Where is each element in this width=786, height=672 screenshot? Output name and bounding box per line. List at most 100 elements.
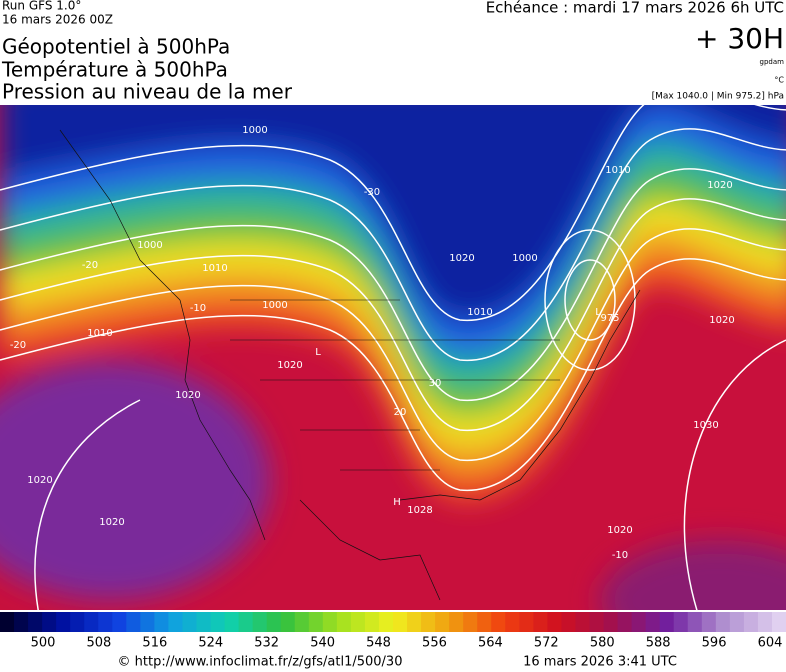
colorbar-swatch [757,612,773,632]
colorbar-tick-label: 556 [422,636,447,651]
contour [0,128,786,361]
map-label: 1020 [99,517,124,528]
map-label: 1020 [449,253,474,264]
colorbar-swatch [631,612,647,632]
colorbar-swatch [196,612,212,632]
coast [179,299,266,541]
colorbar-swatch [463,612,478,632]
colorbar-swatch [294,612,310,632]
colorbar-swatch [56,612,71,632]
colorbar-swatch [491,612,506,632]
colorbar-swatch [575,612,590,632]
colorbar-swatch [364,612,380,632]
colorbar-swatch [645,612,661,632]
borders [230,299,560,471]
contour [0,258,786,491]
contour [34,399,141,610]
contour [0,168,786,401]
colorbar-swatch [743,612,759,632]
colorbar-tick-label: 532 [254,636,279,651]
colorbar-swatch [435,612,450,632]
colorbar-tick-label: 548 [366,636,391,651]
run-date: 16 mars 2026 00Z [2,13,113,27]
colorbar-swatch [350,612,366,632]
map-label: 1010 [605,165,630,176]
footer-time: 16 mars 2026 3:41 UTC [523,655,677,670]
colorbar-tick-label: 516 [142,636,167,651]
colorbar-tick-label: 572 [534,636,559,651]
footer-url: © http://www.infoclimat.fr/z/gfs/atl1/50… [118,655,403,670]
map-label: 1010 [467,307,492,318]
map-label: 20 [394,407,407,418]
map-label: 1000 [242,125,267,136]
map-label: 1000 [262,300,287,311]
colorbar-swatch [393,612,408,632]
map-label: 1028 [407,505,432,516]
colorbar-swatch [505,612,520,632]
colorbar-swatch [322,612,338,632]
temp-unit: °C [774,76,784,85]
map-label: 975 [600,313,619,324]
pressure-center: H [393,497,401,508]
colorbar-swatch [589,612,605,632]
coastlines [59,129,641,601]
colorbar: 500 508 516 524 532 540 548 556 564 572 580 588 596 6… [0,612,786,651]
contour [564,259,616,341]
title-1: Géopotentiel à 500hPa [2,35,230,59]
pressure-range: [Max 1040.0 | Min 975.2] hPa [652,92,784,102]
pressure-center: L [315,347,321,358]
map-label: -10 [190,303,206,314]
colorbar-swatch [421,612,436,632]
echeance: Echéance : mardi 17 mars 2026 6h UTC [486,0,784,17]
map-labels: 1000 1000 1010 1010 1020 1020 1020 1000 1020 1020… [10,125,735,561]
map-label: -10 [612,550,628,561]
colorbar-tick-label: 500 [31,636,56,651]
colorbar-swatch [266,612,282,632]
colorbar-swatch [336,612,352,632]
warm-blob [600,540,786,610]
pressure-center: L [595,307,601,318]
colorbar-swatch [280,612,296,632]
colorbar-swatch [84,612,99,632]
colorbar-swatch [715,612,731,632]
colorbar-swatch [14,612,29,632]
map: 1000 1000 1010 1010 1020 1020 1020 1000 1020 1020… [0,105,786,610]
colorbar-swatch [603,612,619,632]
colorbar-swatch [224,612,240,632]
colorbar-swatch [308,612,324,632]
map-label: 1030 [693,420,718,431]
colorbar-swatch [407,612,422,632]
map-label: -20 [10,340,26,351]
colorbar-swatch [0,612,15,632]
colorbar-swatch [617,612,633,632]
coast [399,289,641,501]
colorbar-swatch [547,612,562,632]
contour [544,229,636,371]
colorbar-swatch [771,612,786,632]
lead: + 30H [695,22,784,55]
colorbar-swatch [519,612,534,632]
contour [683,339,786,610]
colorbar-swatch [98,612,113,632]
colorbar-swatch [154,612,169,632]
colorbar-swatch [168,612,183,632]
colorbar-tick-label: 588 [646,636,671,651]
colorbar-swatch [182,612,197,632]
colorbar-swatch [140,612,155,632]
field [0,105,786,610]
colorbar-swatch [687,612,703,632]
colorbar-swatch [42,612,57,632]
coast [59,129,181,301]
map-label: -30 [364,187,380,198]
colorbar-tick-label: 564 [478,636,503,651]
colorbar-swatch [673,612,689,632]
unit: gpdam [760,58,785,66]
colorbar-swatch [210,612,226,632]
contours [0,105,786,610]
map-label: 30 [429,378,442,389]
map-label: 1000 [137,240,162,251]
coast [299,499,441,601]
colorbar-swatch [70,612,85,632]
map-label: 1020 [175,390,200,401]
